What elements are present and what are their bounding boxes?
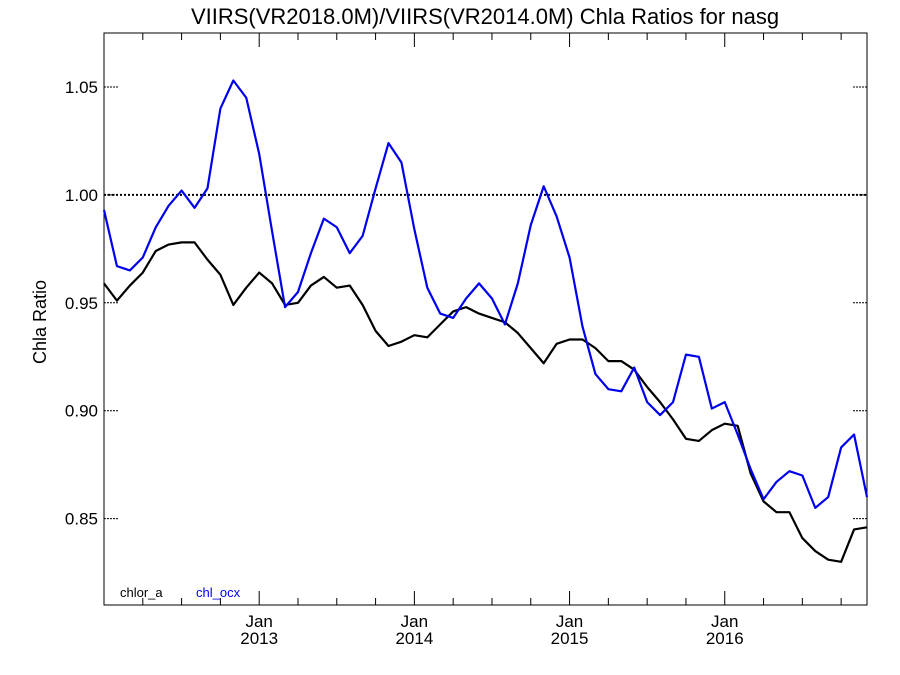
legend: chlor_a chl_ocx (120, 585, 241, 600)
y-tick-label: 1.05 (65, 78, 98, 97)
y-tick-label: 0.90 (65, 402, 98, 421)
x-tick-label-year: 2016 (706, 629, 744, 648)
series-group (102, 79, 869, 563)
plot-frame (103, 32, 868, 606)
y-tick-label: 0.85 (65, 510, 98, 529)
y-tick-label: 0.95 (65, 294, 98, 313)
series-line-chl-ocx (102, 79, 869, 509)
x-tick-label-month: Jan (556, 612, 583, 631)
x-tick-label-year: 2014 (395, 629, 433, 648)
x-tick-label-year: 2015 (551, 629, 589, 648)
x-tick-label-month: Jan (245, 612, 272, 631)
y-tick-label: 1.00 (65, 186, 98, 205)
series-line-chlor-a (103, 241, 868, 563)
legend-label-chlor-a: chlor_a (120, 585, 163, 600)
x-tick-label-month: Jan (401, 612, 428, 631)
chart-title: VIIRS(VR2018.0M)/VIIRS(VR2014.0M) Chla R… (191, 4, 779, 29)
legend-label-chl-ocx: chl_ocx (196, 585, 241, 600)
y-axis-label: Chla Ratio (30, 280, 50, 364)
x-tick-label-month: Jan (711, 612, 738, 631)
x-tick-label-year: 2013 (240, 629, 278, 648)
axis-ticks: 0.850.900.951.001.05Jan2013Jan2014Jan201… (65, 33, 867, 648)
